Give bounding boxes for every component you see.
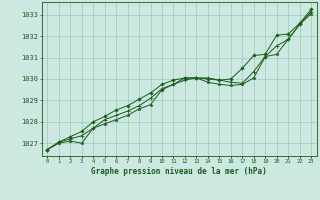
X-axis label: Graphe pression niveau de la mer (hPa): Graphe pression niveau de la mer (hPa) — [91, 167, 267, 176]
